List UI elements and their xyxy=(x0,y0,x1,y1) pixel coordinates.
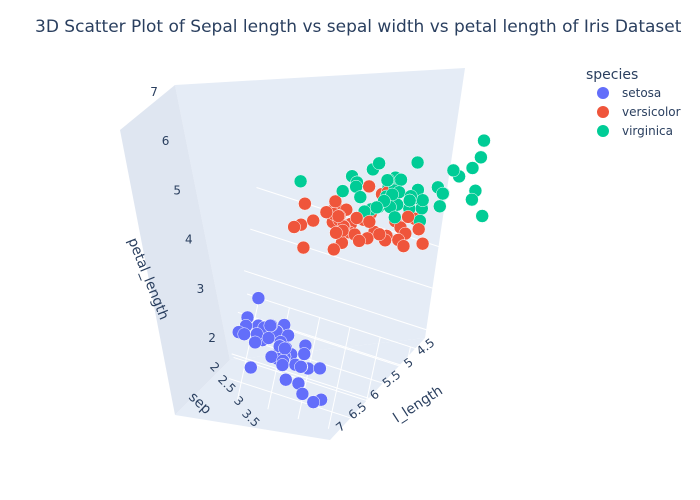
point-virginica[interactable] xyxy=(410,155,425,170)
point-versicolor[interactable] xyxy=(362,179,376,194)
point-versicolor[interactable] xyxy=(349,211,364,225)
legend-item-versicolor[interactable]: versicolor xyxy=(597,105,681,119)
z-tick-label: 4 xyxy=(185,233,193,247)
point-versicolor[interactable] xyxy=(331,209,346,223)
gridline-y xyxy=(233,356,452,429)
point-setosa[interactable] xyxy=(295,387,310,401)
point-versicolor[interactable] xyxy=(328,194,343,209)
point-versicolor[interactable] xyxy=(401,210,415,224)
z-tick-label: 6 xyxy=(162,134,170,148)
point-setosa[interactable] xyxy=(275,358,290,372)
point-versicolor[interactable] xyxy=(329,226,343,240)
legend-marker-virginica xyxy=(597,125,609,137)
point-setosa[interactable] xyxy=(263,318,278,333)
point-versicolor[interactable] xyxy=(327,242,341,257)
x-tick-label: 5 xyxy=(401,355,416,371)
point-setosa[interactable] xyxy=(264,350,279,364)
side-wall-pane xyxy=(120,85,230,415)
x-tick-label: 6 xyxy=(367,387,382,403)
point-virginica[interactable] xyxy=(353,190,368,204)
point-versicolor[interactable] xyxy=(396,239,411,253)
point-versicolor[interactable] xyxy=(352,234,366,248)
point-versicolor[interactable] xyxy=(372,227,387,242)
point-setosa[interactable] xyxy=(278,341,292,356)
legend-item-virginica[interactable]: virginica xyxy=(597,124,673,138)
legend-label-virginica: virginica xyxy=(622,124,673,138)
z-tick-label: 5 xyxy=(173,183,181,197)
gridline-z xyxy=(250,228,469,301)
point-virginica[interactable] xyxy=(433,199,447,214)
point-setosa[interactable] xyxy=(261,331,276,345)
point-versicolor[interactable] xyxy=(306,213,320,228)
point-virginica[interactable] xyxy=(465,161,480,175)
point-virginica[interactable] xyxy=(402,193,417,208)
legend-label-setosa: setosa xyxy=(622,86,661,100)
point-versicolor[interactable] xyxy=(319,205,334,219)
point-virginica[interactable] xyxy=(446,163,461,178)
point-setosa[interactable] xyxy=(297,347,311,361)
point-versicolor[interactable] xyxy=(287,220,301,234)
legend-item-setosa[interactable]: setosa xyxy=(597,86,661,100)
legend: species setosa versicolor virginica xyxy=(586,67,681,138)
point-virginica[interactable] xyxy=(293,174,308,189)
point-versicolor[interactable] xyxy=(296,240,311,255)
point-versicolor[interactable] xyxy=(298,196,312,211)
point-virginica[interactable] xyxy=(372,156,386,171)
point-setosa[interactable] xyxy=(294,360,308,374)
point-virginica[interactable] xyxy=(388,210,402,225)
x-axis-label: l_length xyxy=(390,383,445,427)
point-setosa[interactable] xyxy=(244,360,258,375)
point-virginica[interactable] xyxy=(475,209,489,223)
legend-marker-setosa xyxy=(597,87,609,99)
point-virginica[interactable] xyxy=(477,133,491,148)
point-setosa[interactable] xyxy=(313,361,327,376)
z-tick-label: 2 xyxy=(208,331,216,345)
legend-marker-versicolor xyxy=(597,106,609,118)
point-virginica[interactable] xyxy=(369,200,384,215)
point-setosa[interactable] xyxy=(248,335,262,350)
gridline-z xyxy=(243,270,463,342)
legend-label-versicolor: versicolor xyxy=(622,105,681,119)
point-versicolor[interactable] xyxy=(415,236,430,251)
z-tick-label: 3 xyxy=(197,282,205,296)
point-virginica[interactable] xyxy=(394,172,408,187)
point-setosa[interactable] xyxy=(306,395,321,409)
data-points[interactable] xyxy=(231,133,491,409)
point-virginica[interactable] xyxy=(465,192,479,207)
point-virginica[interactable] xyxy=(474,150,488,165)
point-versicolor[interactable] xyxy=(362,215,377,229)
z-tick-label: 7 xyxy=(150,85,158,99)
gridline-y xyxy=(228,378,448,450)
point-versicolor[interactable] xyxy=(411,222,426,236)
gridline-y xyxy=(246,293,466,366)
point-setosa[interactable] xyxy=(279,372,293,387)
gridline-z xyxy=(231,353,450,425)
point-setosa[interactable] xyxy=(251,291,266,305)
legend-title: species xyxy=(586,67,638,83)
point-virginica[interactable] xyxy=(380,173,395,187)
chart-title: 3D Scatter Plot of Sepal length vs sepal… xyxy=(35,17,682,37)
point-virginica[interactable] xyxy=(415,193,430,207)
point-virginica[interactable] xyxy=(335,184,350,198)
point-setosa[interactable] xyxy=(237,327,251,341)
point-virginica[interactable] xyxy=(436,186,450,201)
